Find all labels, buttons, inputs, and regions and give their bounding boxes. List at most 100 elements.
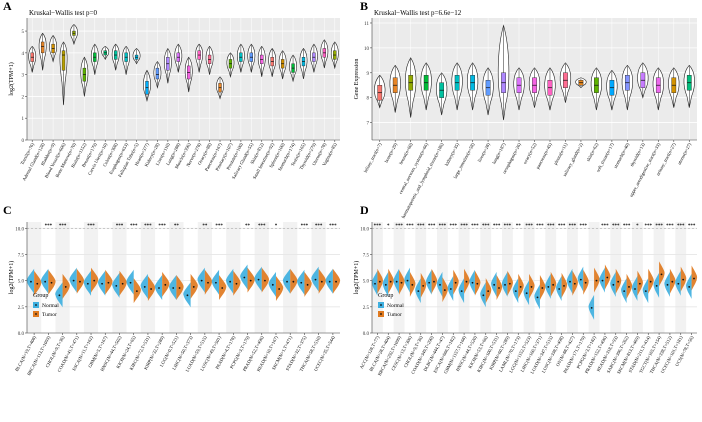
normal-median-point — [129, 281, 132, 284]
normal-median-point — [536, 296, 539, 299]
panel-label: C — [3, 203, 12, 217]
significance-mark: *** — [536, 224, 544, 229]
tumor-median-point — [454, 281, 457, 284]
normal-median-point — [384, 283, 387, 286]
significance-mark: *** — [130, 224, 138, 229]
significance-mark: *** — [301, 224, 309, 229]
significance-mark: *** — [315, 224, 323, 229]
normal-median-point — [214, 281, 217, 284]
tumor-median-point — [64, 286, 67, 288]
y-tick-label: 10.0 — [360, 227, 369, 232]
significance-mark: *** — [677, 224, 685, 229]
tumor-median-point — [530, 286, 533, 288]
significance-mark: *** — [460, 224, 468, 229]
x-tick-label: central_nervous_system(n=66) — [398, 142, 429, 195]
tumor-median-point — [411, 283, 414, 286]
significance-mark: *** — [45, 224, 53, 229]
normal-median-point — [482, 294, 485, 297]
significance-mark: ** — [245, 224, 251, 229]
normal-median-point — [186, 294, 189, 297]
tumor-median-point — [192, 286, 195, 288]
normal-median-point — [72, 279, 75, 282]
chart-title: Kruskal−Wallis test p=6.6e−12 — [374, 9, 462, 17]
x-tick-label: pleura(n=11) — [553, 142, 569, 166]
significance-mark: *** — [428, 224, 436, 229]
significance-mark: * — [387, 224, 390, 229]
normal-median-point — [30, 280, 32, 283]
panel-label: A — [3, 0, 12, 13]
plot-background — [27, 18, 340, 140]
x-tick-label: lung(n=187) — [491, 142, 506, 165]
normal-median-point — [374, 282, 376, 285]
x-tick-label: bone(n=29) — [384, 142, 399, 164]
tumor-median-point — [508, 282, 511, 285]
normal-median-point — [271, 283, 274, 286]
legend: Group Normal Tumor — [33, 293, 59, 318]
y-tick-label: 10 — [364, 47, 370, 52]
y-axis-label: log2(TPM+1) — [353, 261, 360, 294]
y-tick-label: 4 — [22, 52, 25, 57]
tumor-median-point — [278, 288, 281, 290]
panel-a: A 0 1 2 3 4 5 log2(TPM+1) Kruskal−Wallis test p=… — [3, 0, 340, 182]
legend-title: Group — [378, 293, 393, 299]
significance-mark: *** — [482, 224, 490, 229]
legend-entry: Normal — [42, 303, 59, 309]
normal-median-point — [172, 287, 175, 289]
y-axis-label: log2(TPM+1) — [8, 62, 15, 95]
normal-median-point — [493, 283, 496, 286]
normal-median-point — [86, 282, 89, 285]
tumor-median-point — [573, 282, 576, 285]
normal-median-point — [428, 281, 431, 284]
tumor-median-point — [595, 279, 598, 282]
significance-mark: *** — [450, 224, 458, 229]
significance-mark: *** — [116, 224, 124, 229]
normal-median-point — [623, 290, 626, 293]
y-tick-label: 11 — [364, 22, 369, 27]
panel-label: D — [360, 203, 369, 217]
normal-median-point — [525, 292, 528, 295]
normal-median-point — [677, 282, 680, 285]
tumor-median-point — [476, 282, 479, 285]
tumor-median-point — [682, 278, 685, 281]
x-tick-label: upper_aerodigestive_tract(n=33) — [628, 142, 661, 198]
y-tick-label: 5 — [22, 30, 25, 35]
normal-median-point — [286, 280, 288, 283]
y-axis-label: log2(TPM+1) — [8, 261, 15, 294]
significance-mark: *** — [329, 224, 337, 229]
y-tick-label: 9 — [367, 72, 370, 77]
x-tick-label: breast(n=60) — [398, 142, 414, 166]
significance-mark: *** — [688, 224, 696, 229]
normal-median-point — [115, 284, 118, 287]
significance-mark: *** — [471, 224, 479, 229]
significance-mark: *** — [558, 224, 566, 229]
tumor-median-point — [235, 282, 238, 285]
y-tick-label: 7.5 — [363, 253, 370, 258]
panel-b: B 7 8 9 10 11 Gene Expression Kruskal−Wallis te… — [354, 0, 697, 219]
x-tick-label: uterus(n=27) — [677, 142, 693, 166]
legend-swatch-dot — [380, 304, 382, 306]
tumor-median-point — [135, 290, 138, 293]
y-tick-label: 0 — [22, 139, 25, 144]
tumor-median-point — [36, 282, 39, 285]
normal-median-point — [300, 281, 303, 284]
normal-median-point — [406, 279, 409, 282]
legend-title: Group — [33, 293, 48, 299]
panel-c: C0.02.55.07.510.0log2(TPM+1)BLCA(N=19,T=… — [3, 203, 341, 377]
y-tick-label: 7.5 — [18, 253, 25, 258]
tumor-median-point — [433, 280, 435, 283]
tumor-median-point — [519, 286, 522, 288]
tumor-median-point — [150, 288, 153, 290]
normal-median-point — [655, 284, 658, 287]
tumor-median-point — [606, 276, 609, 279]
legend-swatch-dot — [35, 313, 37, 315]
significance-mark: *** — [612, 224, 620, 229]
panel-d: D0.02.55.07.510.0log2(TPM+1)ACC(N=128,T=… — [353, 203, 698, 377]
normal-median-point — [644, 290, 647, 293]
y-axis-label: Gene Expression — [354, 59, 360, 100]
tumor-median-point — [498, 287, 500, 289]
legend-swatch-dot — [380, 313, 382, 315]
normal-median-point — [569, 280, 571, 283]
normal-median-point — [514, 290, 517, 293]
significance-mark: *** — [666, 224, 674, 229]
x-tick-label: ovary(n=52) — [522, 142, 537, 165]
